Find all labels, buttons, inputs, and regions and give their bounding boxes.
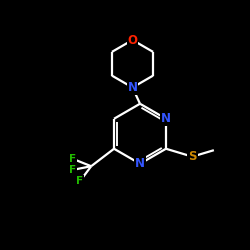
- Text: F: F: [69, 165, 76, 175]
- Text: N: N: [128, 81, 138, 94]
- Text: N: N: [161, 112, 171, 125]
- Text: O: O: [128, 34, 138, 46]
- Text: N: N: [135, 157, 145, 170]
- Text: F: F: [69, 154, 76, 164]
- Text: F: F: [76, 176, 84, 186]
- Text: S: S: [188, 150, 196, 163]
